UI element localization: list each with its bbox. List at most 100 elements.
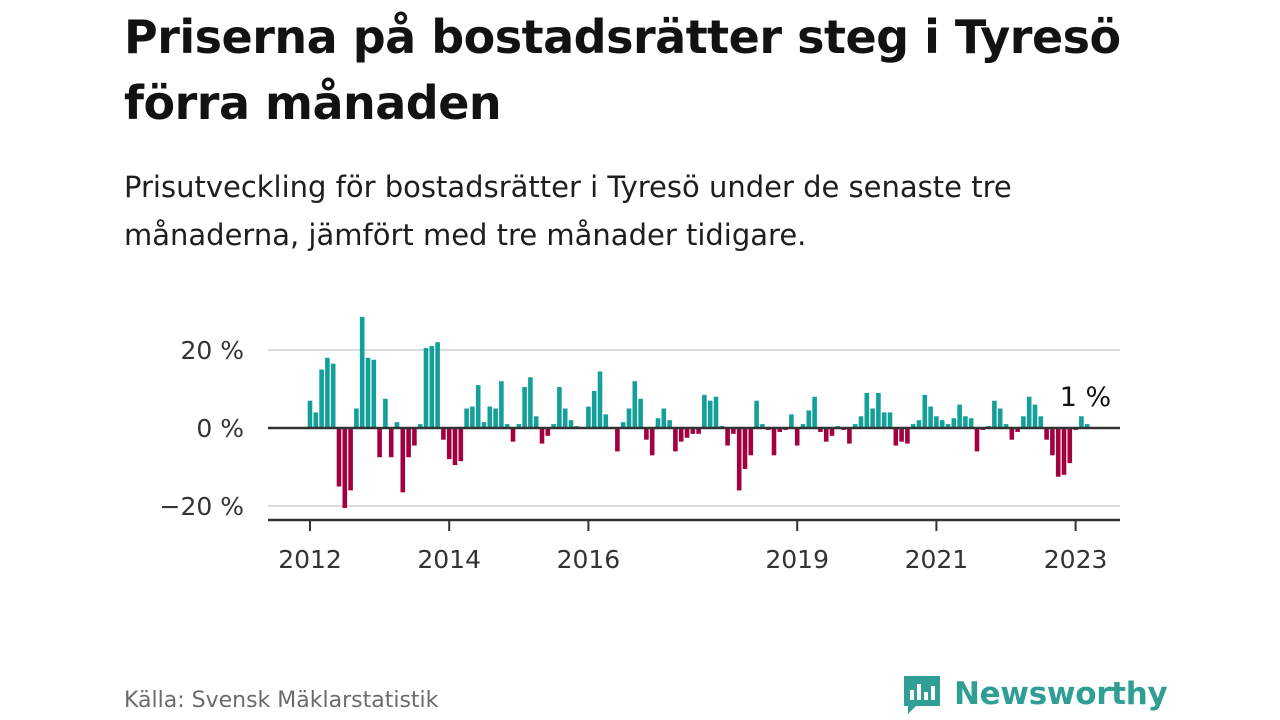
- chart-subtitle: Prisutveckling för bostadsrätter i Tyres…: [124, 170, 1012, 252]
- bar: [644, 428, 649, 440]
- gridlines: [268, 349, 1120, 507]
- bar: [690, 428, 696, 434]
- bar: [464, 408, 469, 428]
- bar: [1003, 424, 1009, 428]
- bar: [667, 420, 672, 428]
- bar: [1032, 404, 1038, 428]
- newsworthy-logo-icon: [904, 676, 940, 714]
- bar: [499, 381, 504, 428]
- bar: [348, 428, 353, 491]
- bar: [707, 400, 713, 428]
- bar: [510, 428, 516, 442]
- bar: [661, 408, 667, 428]
- x-tick-label: 2021: [905, 545, 969, 574]
- bar: [441, 428, 446, 440]
- x-tick-label: 2019: [765, 545, 829, 574]
- bar: [800, 424, 806, 428]
- source-note: Källa: Svensk Mäklarstatistik: [124, 688, 439, 713]
- bar: [736, 428, 742, 491]
- chart-title: Priserna på bostadsrätter steg i Tyresö …: [124, 10, 1121, 130]
- axes: [268, 426, 1120, 531]
- bar: [823, 428, 829, 442]
- bar: [638, 398, 643, 428]
- bar: [394, 422, 400, 428]
- bar: [887, 412, 893, 428]
- y-tick-label: 20 %: [180, 336, 244, 365]
- bar: [893, 428, 899, 446]
- bar: [957, 404, 962, 428]
- bar: [649, 428, 655, 456]
- bar: [945, 424, 951, 428]
- bar: [632, 381, 638, 428]
- bar: [539, 428, 545, 444]
- bar: [818, 428, 823, 432]
- bar: [516, 424, 522, 428]
- bar: [754, 400, 759, 428]
- bar: [655, 418, 661, 428]
- bar: [1038, 416, 1044, 428]
- bar: [1026, 396, 1032, 428]
- bar: [968, 418, 974, 428]
- bar: [876, 392, 881, 428]
- x-tick-label: 2023: [1044, 545, 1108, 574]
- bar: [1079, 416, 1084, 428]
- bar: [696, 428, 701, 434]
- bar: [504, 424, 510, 428]
- bar: [551, 424, 556, 428]
- bar: [562, 408, 568, 428]
- bar: [591, 390, 597, 428]
- bar: [673, 428, 678, 452]
- bar: [313, 412, 319, 428]
- bar: [905, 428, 910, 444]
- bar: [713, 396, 719, 428]
- bar: [417, 424, 423, 428]
- bars: [307, 316, 1090, 508]
- x-tick-label: 2012: [278, 545, 342, 574]
- bar: [881, 412, 887, 428]
- bar: [487, 406, 493, 428]
- brand-name: Newsworthy: [954, 676, 1168, 712]
- bar: [928, 406, 933, 428]
- bar: [1021, 416, 1026, 428]
- bar: [528, 377, 533, 428]
- axis-labels: 20 % 0 % −20 % 2012 2014 2016 2019 2021 2023 1 %: [160, 336, 1112, 574]
- bar: [481, 422, 487, 428]
- bar: [1009, 428, 1015, 440]
- bar: [597, 371, 603, 428]
- bar: [359, 316, 365, 428]
- bar: [777, 428, 783, 432]
- bar: [702, 394, 707, 428]
- bar: [731, 428, 736, 434]
- bar: [934, 416, 939, 428]
- bar: [371, 359, 377, 428]
- bar: [615, 428, 620, 452]
- bar: [1015, 428, 1020, 432]
- bar: [458, 428, 464, 462]
- bar: [1061, 428, 1067, 475]
- bar: [963, 416, 968, 428]
- bar: [812, 396, 817, 428]
- bar: [678, 428, 684, 442]
- bar: [307, 400, 313, 428]
- bar: [742, 428, 748, 469]
- bar: [446, 428, 452, 460]
- bar: [1084, 424, 1090, 428]
- bar: [899, 428, 904, 442]
- bar: [522, 387, 527, 428]
- bar: [406, 428, 411, 458]
- bar: [586, 406, 591, 428]
- bar: [383, 398, 388, 428]
- bar: [922, 394, 928, 428]
- bar: [533, 416, 539, 428]
- bar: [829, 428, 835, 436]
- bar: [806, 410, 812, 428]
- bar: [429, 346, 435, 428]
- bar: [493, 408, 498, 428]
- bar: [342, 428, 348, 508]
- bar: [794, 428, 800, 446]
- bar: [620, 422, 626, 428]
- latest-value-label: 1 %: [1060, 382, 1111, 413]
- x-tick-label: 2014: [417, 545, 481, 574]
- bar: [388, 428, 394, 458]
